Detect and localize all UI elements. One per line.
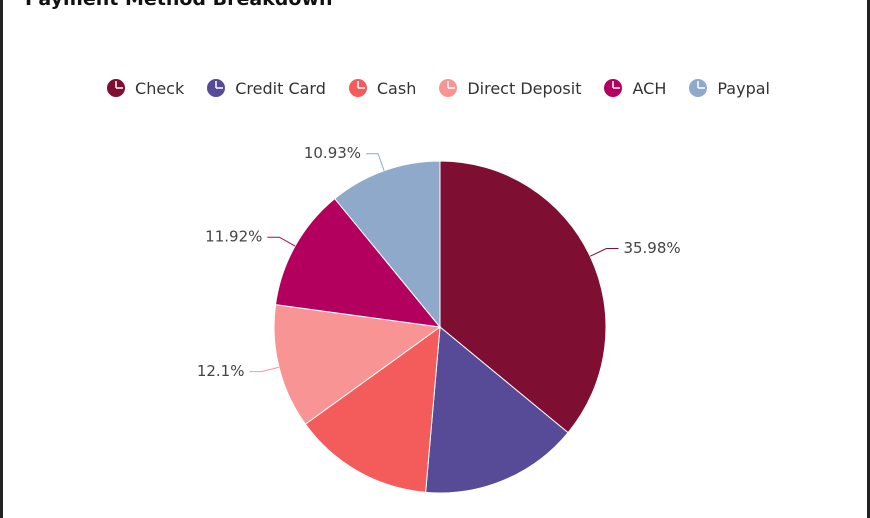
- legend-item: Paypal: [688, 78, 770, 98]
- legend-label: Credit Card: [235, 78, 326, 98]
- legend-item: Direct Deposit: [438, 78, 581, 98]
- legend-label: Paypal: [717, 78, 770, 98]
- legend-label: Check: [135, 78, 185, 98]
- legend-item: Check: [106, 78, 184, 98]
- pie-slice: [334, 160, 441, 329]
- legend-swatch-cut: [612, 81, 621, 89]
- legend-icon: [689, 79, 708, 97]
- pie-slice: [425, 326, 569, 494]
- legend-icon: [207, 79, 226, 97]
- legend-label: ACH: [632, 78, 667, 98]
- label-connector: [267, 236, 296, 247]
- label-connector: [366, 153, 385, 171]
- legend-swatch-cut: [357, 81, 365, 89]
- legend-icon: [604, 79, 623, 97]
- data-label: 12.1%: [197, 362, 245, 380]
- legend-item: Credit Card: [206, 78, 326, 98]
- legend-icon: [439, 79, 458, 97]
- data-label: 35.98%: [623, 239, 680, 257]
- legend: Check Credit Card Cash Direct Deposit ACH Pay…: [3, 78, 870, 98]
- legend-item: Cash: [348, 78, 416, 98]
- legend-swatch-cut: [215, 81, 224, 89]
- pie-slice: [304, 325, 441, 493]
- data-label: 11.92%: [205, 228, 262, 246]
- legend-icon: [348, 79, 367, 97]
- legend-icon: [107, 79, 126, 97]
- legend-swatch-cut: [697, 81, 706, 89]
- label-connector: [249, 366, 280, 373]
- legend-swatch-cut: [447, 81, 456, 89]
- legend-label: Cash: [376, 78, 417, 98]
- legend-label: Direct Deposit: [467, 78, 582, 98]
- chart-title: Payment Method Breakdown: [25, 0, 333, 10]
- legend-item: ACH: [603, 78, 666, 98]
- pie-slice: [439, 160, 607, 434]
- label-connector: [589, 248, 619, 257]
- pie-chart: 35.98% 12.1% 11.92% 10.93%: [197, 144, 681, 494]
- data-label: 10.93%: [304, 144, 361, 162]
- legend-swatch-cut: [115, 81, 124, 89]
